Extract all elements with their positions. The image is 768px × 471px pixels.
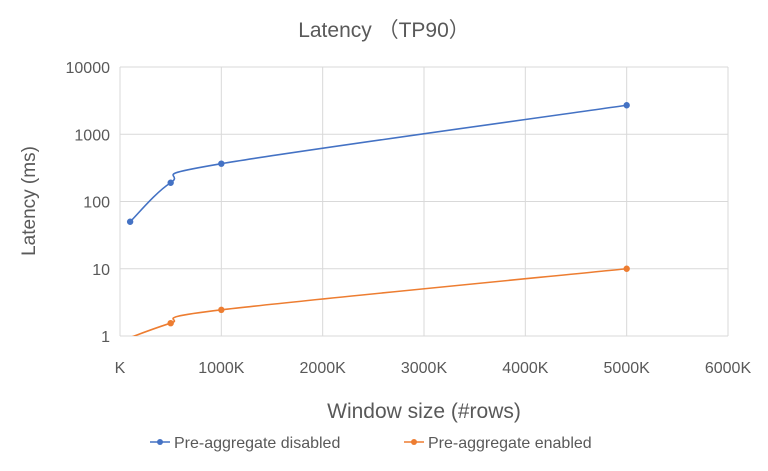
y-tick-label: 1000: [74, 127, 110, 144]
x-tick-label: 1000K: [198, 360, 245, 377]
series-1: [126, 102, 630, 225]
data-point: [167, 179, 174, 186]
legend-marker-icon: [411, 439, 417, 445]
legend-label: Pre-aggregate enabled: [428, 435, 592, 452]
series-2: [131, 265, 630, 336]
y-tick-label: 10000: [66, 60, 111, 77]
y-tick-labels: 1 10 100 1000 10000: [66, 60, 111, 346]
data-point: [218, 160, 225, 167]
x-tick-label: 5000K: [604, 360, 651, 377]
data-point: [623, 102, 630, 109]
data-point: [167, 320, 174, 327]
x-tick-label: K: [115, 360, 126, 377]
data-point: [623, 265, 630, 272]
chart-title: Latency （TP90）: [298, 19, 470, 42]
y-tick-label: 100: [83, 195, 110, 212]
y-axis-label: Latency (ms): [19, 146, 40, 256]
gridlines: [119, 66, 729, 337]
series-line: [131, 267, 627, 336]
x-axis-label: Window size (#rows): [327, 400, 521, 423]
x-tick-label: 4000K: [502, 360, 549, 377]
data-point: [126, 218, 134, 225]
series-line: [129, 104, 627, 223]
x-tick-label: 3000K: [401, 360, 448, 377]
y-tick-label: 1: [101, 329, 110, 346]
data-point: [218, 306, 225, 314]
y-tick-label: 10: [92, 262, 110, 279]
legend-item: Pre-aggregate disabled: [150, 435, 340, 452]
x-tick-labels: K 1000K 2000K 3000K 4000K 5000K 6000K: [115, 360, 752, 377]
legend-item: Pre-aggregate enabled: [404, 435, 592, 452]
legend-label: Pre-aggregate disabled: [174, 435, 340, 452]
series-lines: [126, 102, 630, 336]
legend: Pre-aggregate disabled Pre-aggregate enab…: [150, 435, 592, 452]
x-tick-label: 6000K: [705, 360, 752, 377]
legend-marker-icon: [157, 439, 163, 445]
x-tick-label: 2000K: [300, 360, 347, 377]
